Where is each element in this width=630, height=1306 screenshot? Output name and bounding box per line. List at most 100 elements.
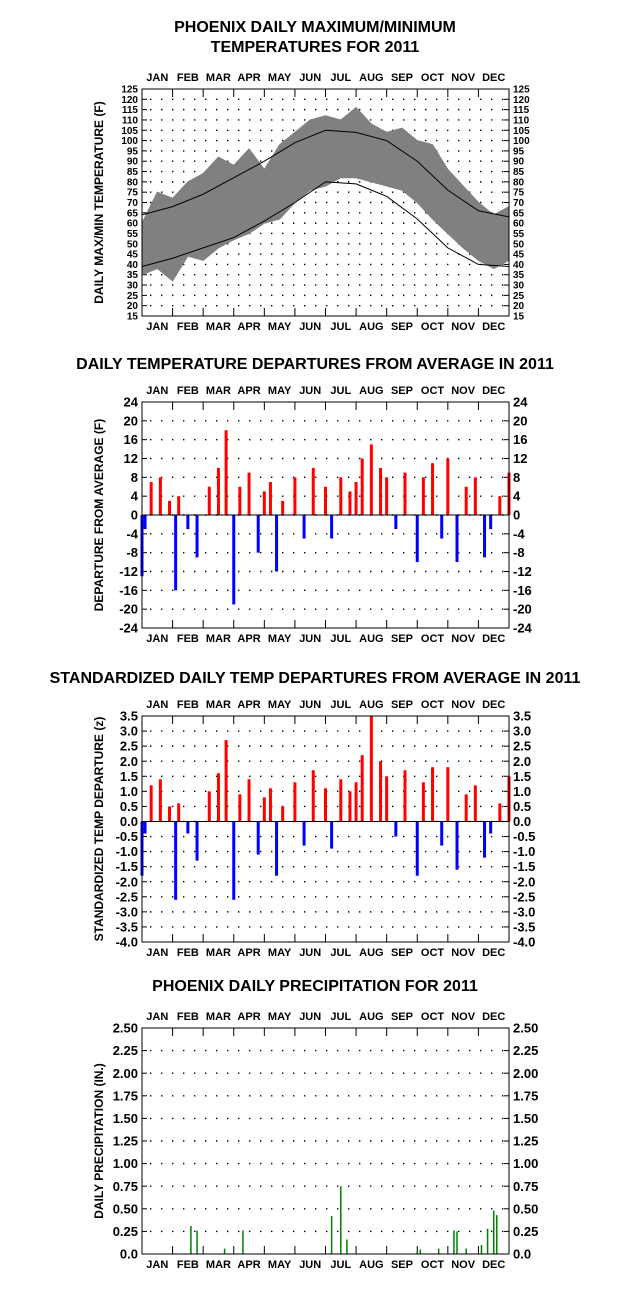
chart2-bar	[293, 477, 297, 515]
chart1-month-label-bottom: DEC	[482, 321, 505, 333]
chart2-bar	[177, 496, 181, 515]
chart4-bar	[242, 1230, 244, 1254]
chart4-month-label-top: JUL	[330, 1011, 351, 1023]
chart2-ytick-label-right: 8	[513, 470, 520, 485]
chart3-bar	[168, 806, 172, 822]
chart3-ytick-label-left: 3.5	[120, 709, 138, 724]
chart3-bar	[403, 770, 407, 822]
chart2-month-label-bottom: DEC	[482, 633, 505, 645]
chart1-ytick-label-right: 100	[513, 136, 530, 147]
chart4-ytick-label-left: 2.00	[113, 1066, 138, 1081]
chart2-month-label-bottom: AUG	[359, 633, 383, 645]
chart2-month-label-bottom: JUN	[299, 633, 321, 645]
chart2-title: DAILY TEMPERATURE DEPARTURES FROM AVERAG…	[76, 356, 554, 373]
chart3-bar	[216, 773, 220, 822]
chart3-frame	[141, 715, 510, 943]
chart3-bar	[232, 821, 236, 900]
chart3-bar	[385, 776, 389, 822]
chart1-normal-high-line	[141, 129, 510, 218]
chart1-month-label-bottom: JUN	[299, 321, 321, 333]
chart3-month-label-bottom: SEP	[391, 947, 413, 959]
chart3-ytick-label-left: -3.5	[116, 919, 138, 934]
chart4-ytick-label-right: 0.25	[513, 1224, 538, 1239]
chart4-ytick-label-right: 1.50	[513, 1111, 538, 1126]
chart1-ytick-label-left: 115	[122, 105, 139, 116]
chart1-ytick-label-left: 35	[127, 270, 139, 281]
chart3-ytick-label-right: -3.0	[513, 904, 535, 919]
chart1-month-label-bottom: MAR	[206, 321, 231, 333]
chart3-bar	[440, 821, 444, 846]
chart3-ytick-label-left: 1.0	[120, 784, 138, 799]
chart4-month-label-top: AUG	[359, 1011, 383, 1023]
chart4-month-label-top: JUN	[299, 1011, 321, 1023]
chart2-bar	[440, 515, 444, 539]
chart3-month-label-bottom: FEB	[177, 947, 199, 959]
chart2-month-label-top: OCT	[421, 385, 445, 397]
chart3-bar	[455, 821, 459, 870]
chart3-bar	[489, 821, 493, 834]
chart3-bar	[473, 785, 477, 822]
chart1-ytick-label-right: 85	[513, 167, 525, 178]
chart2-month-label-bottom: APR	[237, 633, 260, 645]
chart1-ytick-label-right: 120	[513, 95, 530, 106]
chart3-bar	[498, 803, 502, 822]
chart1-ytick-label-right: 20	[513, 301, 525, 312]
chart3-bar	[446, 767, 450, 822]
chart2-bar	[360, 458, 364, 515]
chart2-month-label-top: APR	[237, 385, 260, 397]
chart3-ytick-label-left: 0.0	[120, 814, 138, 829]
chart2-ytick-label-left: -12	[119, 564, 138, 579]
chart4-month-label-bottom: MAR	[206, 1259, 231, 1271]
chart2-bar	[195, 515, 199, 558]
chart2-ytick-label-left: 8	[131, 470, 138, 485]
chart2-bar	[174, 515, 178, 591]
chart4-ytick-label-left: 0.25	[113, 1224, 138, 1239]
chart4-ytick-label-left: 0.0	[120, 1247, 138, 1262]
chart2-bar	[431, 463, 435, 515]
chart4-ytick-label-left: 1.25	[113, 1134, 138, 1149]
chart1-ytick-label-left: 75	[127, 188, 139, 199]
chart1-ytick-label-left: 25	[127, 291, 139, 302]
chart2-month-label-top: JUN	[299, 385, 321, 397]
chart2-ytick-label-left: 4	[131, 489, 139, 504]
chart3-ytick-label-right: -0.5	[513, 829, 535, 844]
chart2-month-label-top: NOV	[451, 385, 476, 397]
chart4-month-label-top: MAR	[206, 1011, 231, 1023]
chart2-bar	[256, 515, 260, 553]
chart2-bar	[498, 496, 502, 515]
chart3-ytick-label-right: 1.0	[513, 784, 531, 799]
chart4-title: PHOENIX DAILY PRECIPITATION FOR 2011	[152, 978, 478, 995]
chart1-ytick-label-left: 85	[127, 167, 139, 178]
chart3-bar	[431, 767, 435, 822]
chart3-ytick-label-left: 1.5	[120, 769, 138, 784]
chart3-bar	[421, 782, 425, 822]
chart1-ytick-label-left: 80	[127, 177, 139, 188]
chart4-month-label-top: FEB	[177, 1011, 199, 1023]
chart2-ytick-label-left: -4	[126, 526, 138, 541]
chart3-ytick-label-right: 1.5	[513, 769, 531, 784]
chart3-bar	[149, 785, 153, 822]
chart3-ytick-label-right: 3.5	[513, 709, 531, 724]
chart1-month-label-top: OCT	[421, 72, 445, 84]
chart1-ytick-label-right: 30	[513, 281, 525, 292]
chart3-bar	[158, 779, 162, 822]
chart4-bar	[456, 1231, 458, 1254]
chart4-ytick-label-right: 0.75	[513, 1179, 538, 1194]
chart1-ytick-label-left: 50	[127, 239, 139, 250]
chart1-ytick-label-right: 65	[513, 208, 525, 219]
chart1-month-label-bottom: AUG	[359, 321, 383, 333]
chart3-month-label-bottom: NOV	[451, 947, 476, 959]
chart4-month-label-bottom: NOV	[451, 1259, 476, 1271]
chart4-ytick-label-right: 2.25	[513, 1043, 538, 1058]
chart3-month-label-bottom: MAY	[268, 947, 292, 959]
chart4-bar	[496, 1215, 498, 1254]
chart4-frame	[141, 1027, 510, 1255]
chart2-ytick-label-left: -16	[119, 583, 138, 598]
chart2-ytick-label-right: -20	[513, 602, 532, 617]
chart1-ytick-label-right: 90	[513, 157, 525, 168]
chart2-ytick-label-left: 24	[124, 395, 139, 410]
chart3-bar	[247, 779, 251, 822]
chart3-bar	[275, 821, 279, 876]
chart3-bar	[293, 782, 297, 822]
chart2-month-label-bottom: OCT	[421, 633, 445, 645]
